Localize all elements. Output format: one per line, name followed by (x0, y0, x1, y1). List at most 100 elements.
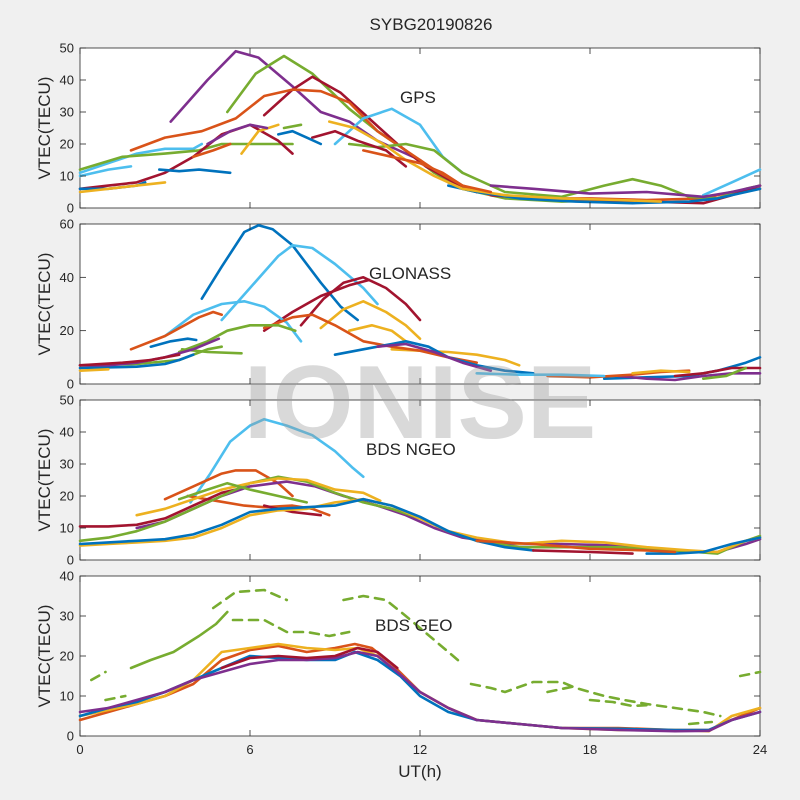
panel-gps-ticks: 0 10 20 30 40 50 (60, 41, 761, 216)
y-tick-label: 0 (67, 729, 74, 744)
y-tick-label: 40 (60, 270, 74, 285)
y-tick-label: 10 (60, 689, 74, 704)
vtec-series-line (78, 488, 238, 528)
vtec-series-line (276, 129, 323, 146)
vtec-series-line (299, 275, 422, 327)
x-tick-label: 24 (753, 742, 767, 757)
panel-bds-ngeo: 0 10 20 30 40 50 BDS NGEO VTEC(TECU) (35, 393, 762, 568)
panel-bds-geo-label: BDS GEO (375, 616, 452, 635)
y-tick-label: 20 (60, 649, 74, 664)
vtec-series-line (78, 367, 110, 373)
panel-bds-geo-ylabel: VTEC(TECU) (35, 605, 54, 708)
vtec-series-line (211, 588, 289, 610)
vtec-series-line (78, 165, 133, 178)
x-tick-label: 6 (246, 742, 253, 757)
vtec-series-line (177, 323, 297, 354)
vtec-series-line (469, 680, 722, 718)
x-axis-label: UT(h) (398, 762, 441, 781)
vtec-series-line (129, 310, 223, 351)
vtec-series-line (588, 698, 654, 708)
vtec-series-line (129, 610, 229, 670)
vtec-series-line (206, 123, 269, 146)
y-tick-label: 40 (60, 73, 74, 88)
panel-gps-ylabel: VTEC(TECU) (35, 77, 54, 180)
vtec-series-line (475, 539, 677, 554)
vtec-series-line (200, 224, 360, 322)
vtec-series-line (531, 549, 634, 555)
vtec-series-line (546, 684, 578, 694)
y-tick-label: 0 (67, 377, 74, 392)
vtec-series-line (701, 366, 748, 381)
vtec-series-line (738, 670, 762, 678)
vtec-series-line (262, 75, 479, 194)
panel-gps: 0 10 20 30 40 50 GPS VTEC(TECU) (35, 41, 762, 216)
vtec-series-line (78, 475, 762, 555)
vtec-series-line (192, 142, 232, 159)
vtec-series-line (90, 670, 107, 682)
y-tick-label: 40 (60, 425, 74, 440)
vtec-series-line (347, 323, 408, 343)
y-tick-label: 20 (60, 137, 74, 152)
vtec-series-line (240, 123, 280, 155)
panel-bds-ngeo-ticks: 0 10 20 30 40 50 (60, 393, 761, 568)
vtec-series-line (177, 481, 309, 504)
y-tick-label: 20 (60, 489, 74, 504)
y-tick-label: 60 (60, 217, 74, 232)
vtec-series-line (231, 618, 351, 638)
panel-bds-geo-ticks: 0 10 20 30 40 (60, 569, 761, 744)
y-tick-label: 0 (67, 553, 74, 568)
panel-glonass-label: GLONASS (369, 264, 451, 283)
y-tick-label: 20 (60, 323, 74, 338)
vtec-series-line (319, 299, 422, 341)
vtec-series-line (282, 123, 303, 130)
y-tick-label: 30 (60, 609, 74, 624)
vtec-series-line (158, 168, 232, 175)
y-tick-label: 30 (60, 457, 74, 472)
y-tick-label: 0 (67, 201, 74, 216)
vtec-series-line (327, 120, 663, 203)
y-tick-label: 50 (60, 393, 74, 408)
vtec-series-line (616, 371, 762, 382)
vtec-series-line (687, 720, 714, 726)
panel-gps-label: GPS (400, 88, 436, 107)
x-tick-label: 18 (583, 742, 597, 757)
panel-glonass-lines (78, 224, 762, 382)
vtec-series-line (333, 339, 535, 375)
vtec-series-line (78, 650, 762, 733)
panel-bds-ngeo-ylabel: VTEC(TECU) (35, 429, 54, 532)
vtec-series-line (78, 353, 195, 370)
vtec-series-line (163, 299, 303, 343)
vtec-series-line (701, 168, 762, 197)
vtec-series-line (78, 181, 167, 194)
vtec-series-line (220, 646, 399, 670)
vtec-series-line (135, 477, 382, 517)
vtec-series-line (631, 369, 691, 375)
panel-bds-geo-lines (78, 588, 762, 733)
vtec-series-line (189, 417, 365, 504)
x-tick-label: 12 (413, 742, 427, 757)
panel-glonass: 0 20 40 60 GLONASS VTEC(TECU) (35, 217, 762, 392)
x-tick-labels: 0 6 12 18 24 (76, 742, 767, 757)
vtec-series-line (149, 337, 198, 349)
vtec-series-line (78, 497, 535, 552)
vtec-series-line (262, 278, 371, 333)
vtec-series-line (262, 504, 323, 517)
y-tick-label: 30 (60, 105, 74, 120)
vtec-series-line (78, 142, 204, 175)
vtec-series-line (78, 353, 181, 367)
panel-bds-ngeo-label: BDS NGEO (366, 440, 456, 459)
panel-bds-geo: 0 10 20 30 40 BDS GEO VTEC(TECU) (35, 569, 762, 744)
vtec-series-line (489, 184, 762, 199)
figure-title: SYBG20190826 (370, 15, 493, 34)
x-tick-label: 0 (76, 742, 83, 757)
panel-glonass-axes (79, 223, 761, 385)
panel-bds-geo-axes (79, 575, 761, 737)
vtec-series-line (376, 342, 493, 373)
y-tick-label: 40 (60, 569, 74, 584)
y-tick-label: 50 (60, 41, 74, 56)
vtec-series-line (342, 594, 464, 666)
vtec-series-line (475, 371, 606, 378)
panel-bds-ngeo-lines (78, 417, 762, 555)
y-tick-label: 10 (60, 169, 74, 184)
